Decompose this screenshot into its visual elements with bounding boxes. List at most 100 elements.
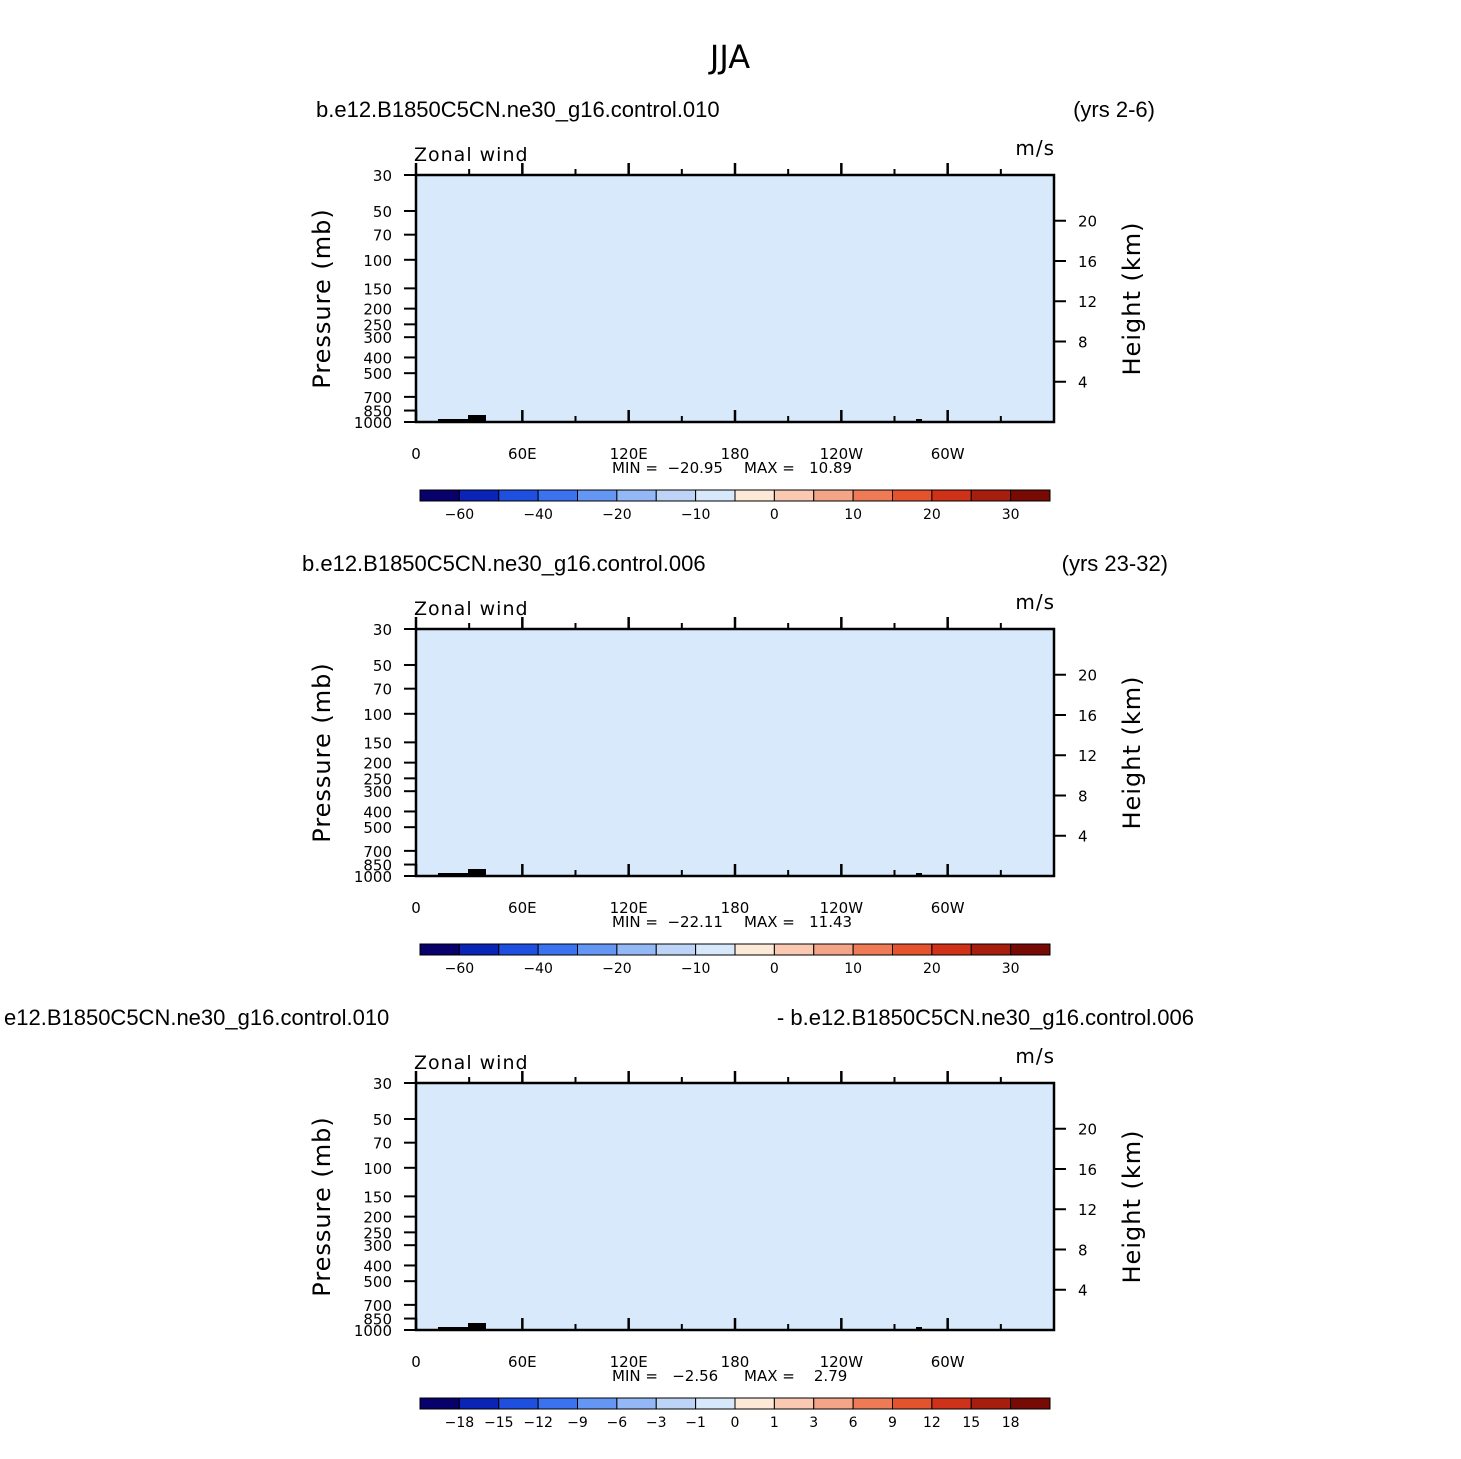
y-tick-label: 700 [363, 1297, 392, 1315]
colorbar-label: 20 [923, 507, 941, 523]
height-tick-label: 12 [1078, 293, 1097, 311]
colorbar-label: 0 [731, 1415, 740, 1431]
variable-label: Zonal wind [414, 144, 529, 166]
colorbar-label: 3 [809, 1415, 818, 1431]
x-tick-label: 120W [820, 1353, 864, 1371]
units-label: m/s [1015, 590, 1055, 614]
colorbar-label: −18 [445, 1415, 475, 1431]
colorbar-box [773, 489, 815, 502]
colorbar-label: 20 [923, 961, 941, 977]
colorbar-box [1010, 1397, 1051, 1410]
colorbar-box [695, 489, 736, 502]
height-tick-label: 16 [1078, 253, 1097, 271]
min-label: MIN = −22.11 [612, 913, 723, 931]
topography [468, 1323, 486, 1330]
colorbar-label: 30 [1002, 961, 1020, 977]
panel-left-title: b.e12.B1850C5CN.ne30_g16.control.010 [316, 97, 720, 122]
height-tick-label: 8 [1078, 1241, 1088, 1259]
colorbar-box [655, 1397, 697, 1410]
y-tick-label: 250 [363, 770, 392, 788]
x-tick-label: 60W [931, 445, 965, 463]
y-tick-label: 300 [363, 329, 392, 347]
max-label: MAX = 11.43 [744, 913, 852, 931]
variable-label: Zonal wind [414, 598, 529, 620]
colorbar-box [498, 1397, 539, 1410]
colorbar-box [419, 943, 460, 956]
colorbar-box [458, 1397, 500, 1410]
colorbar-label: −12 [523, 1415, 553, 1431]
right-axis-label: Height (km) [1118, 1130, 1146, 1284]
y-tick-label: 150 [363, 1188, 392, 1206]
x-tick-label: 120W [820, 899, 864, 917]
colorbar-label: 15 [962, 1415, 980, 1431]
y-tick-label: 500 [363, 365, 392, 383]
figure-title: JJA [708, 38, 750, 76]
colorbar-box [577, 1397, 618, 1410]
y-tick-label: 70 [373, 681, 392, 699]
colorbar-box [773, 943, 815, 956]
topography [438, 873, 468, 876]
y-tick-label: 30 [373, 621, 392, 639]
x-tick-label: 60E [508, 899, 537, 917]
y-tick-label: 200 [363, 1209, 392, 1227]
y-tick-label: 700 [363, 843, 392, 861]
colorbar-label: −40 [523, 507, 553, 523]
x-tick-label: 180 [721, 445, 750, 463]
panel-control-006: b.e12.B1850C5CN.ne30_g16.control.006 (yrs… [302, 551, 1168, 977]
colorbar-box [931, 1397, 972, 1410]
panel-control-010: b.e12.B1850C5CN.ne30_g16.control.010 (yrs… [308, 97, 1155, 523]
y-axis-label: Pressure (mb) [308, 208, 336, 388]
x-tick-label: 60E [508, 1353, 537, 1371]
x-tick-label: 120E [610, 1353, 648, 1371]
colorbar-box [577, 943, 618, 956]
y-tick-label: 300 [363, 783, 392, 801]
colorbar-label: 30 [1002, 507, 1020, 523]
colorbar-box [695, 943, 736, 956]
y-tick-label: 1000 [354, 868, 392, 886]
min-label: MIN = −20.95 [612, 459, 723, 477]
colorbar-label: −20 [602, 507, 632, 523]
x-tick-label: 180 [721, 1353, 750, 1371]
y-tick-label: 50 [373, 657, 392, 675]
colorbar-box [970, 943, 1012, 956]
colorbar-box [892, 489, 933, 502]
height-tick-label: 20 [1078, 667, 1097, 685]
y-tick-label: 300 [363, 1237, 392, 1255]
colorbar-box [695, 1397, 736, 1410]
y-tick-label: 500 [363, 819, 392, 837]
variable-label: Zonal wind [414, 1052, 529, 1074]
height-tick-label: 20 [1078, 1121, 1097, 1139]
right-axis-label: Height (km) [1118, 676, 1146, 830]
colorbar-box [537, 489, 578, 502]
x-tick-label: 60W [931, 899, 965, 917]
colorbar-box [970, 489, 1012, 502]
height-tick-label: 12 [1078, 747, 1097, 765]
height-tick-label: 20 [1078, 213, 1097, 231]
colorbar-label: −20 [602, 961, 632, 977]
topography [916, 1327, 922, 1330]
colorbar-box [419, 489, 460, 502]
x-tick-label: 0 [411, 899, 421, 917]
topography [916, 873, 922, 876]
colorbar-box [419, 1397, 460, 1410]
colorbar-box [734, 943, 775, 956]
topography [916, 419, 922, 422]
x-tick-label: 60W [931, 1353, 965, 1371]
colorbar-box [852, 943, 893, 956]
height-tick-label: 8 [1078, 787, 1088, 805]
y-axis-label: Pressure (mb) [308, 662, 336, 842]
y-tick-label: 150 [363, 280, 392, 298]
topography [438, 1327, 468, 1330]
y-tick-label: 50 [373, 1111, 392, 1129]
colorbar-box [498, 489, 539, 502]
y-tick-label: 30 [373, 167, 392, 185]
y-tick-label: 400 [363, 1257, 392, 1275]
panel-difference: e12.B1850C5CN.ne30_g16.control.010 - b.e1… [4, 1005, 1194, 1431]
height-tick-label: 4 [1078, 828, 1088, 846]
y-tick-label: 850 [363, 403, 392, 421]
y-tick-label: 250 [363, 1224, 392, 1242]
colorbar-box [537, 1397, 578, 1410]
y-tick-label: 1000 [354, 414, 392, 432]
colorbar-label: 9 [888, 1415, 897, 1431]
colorbar-label: −10 [681, 507, 711, 523]
